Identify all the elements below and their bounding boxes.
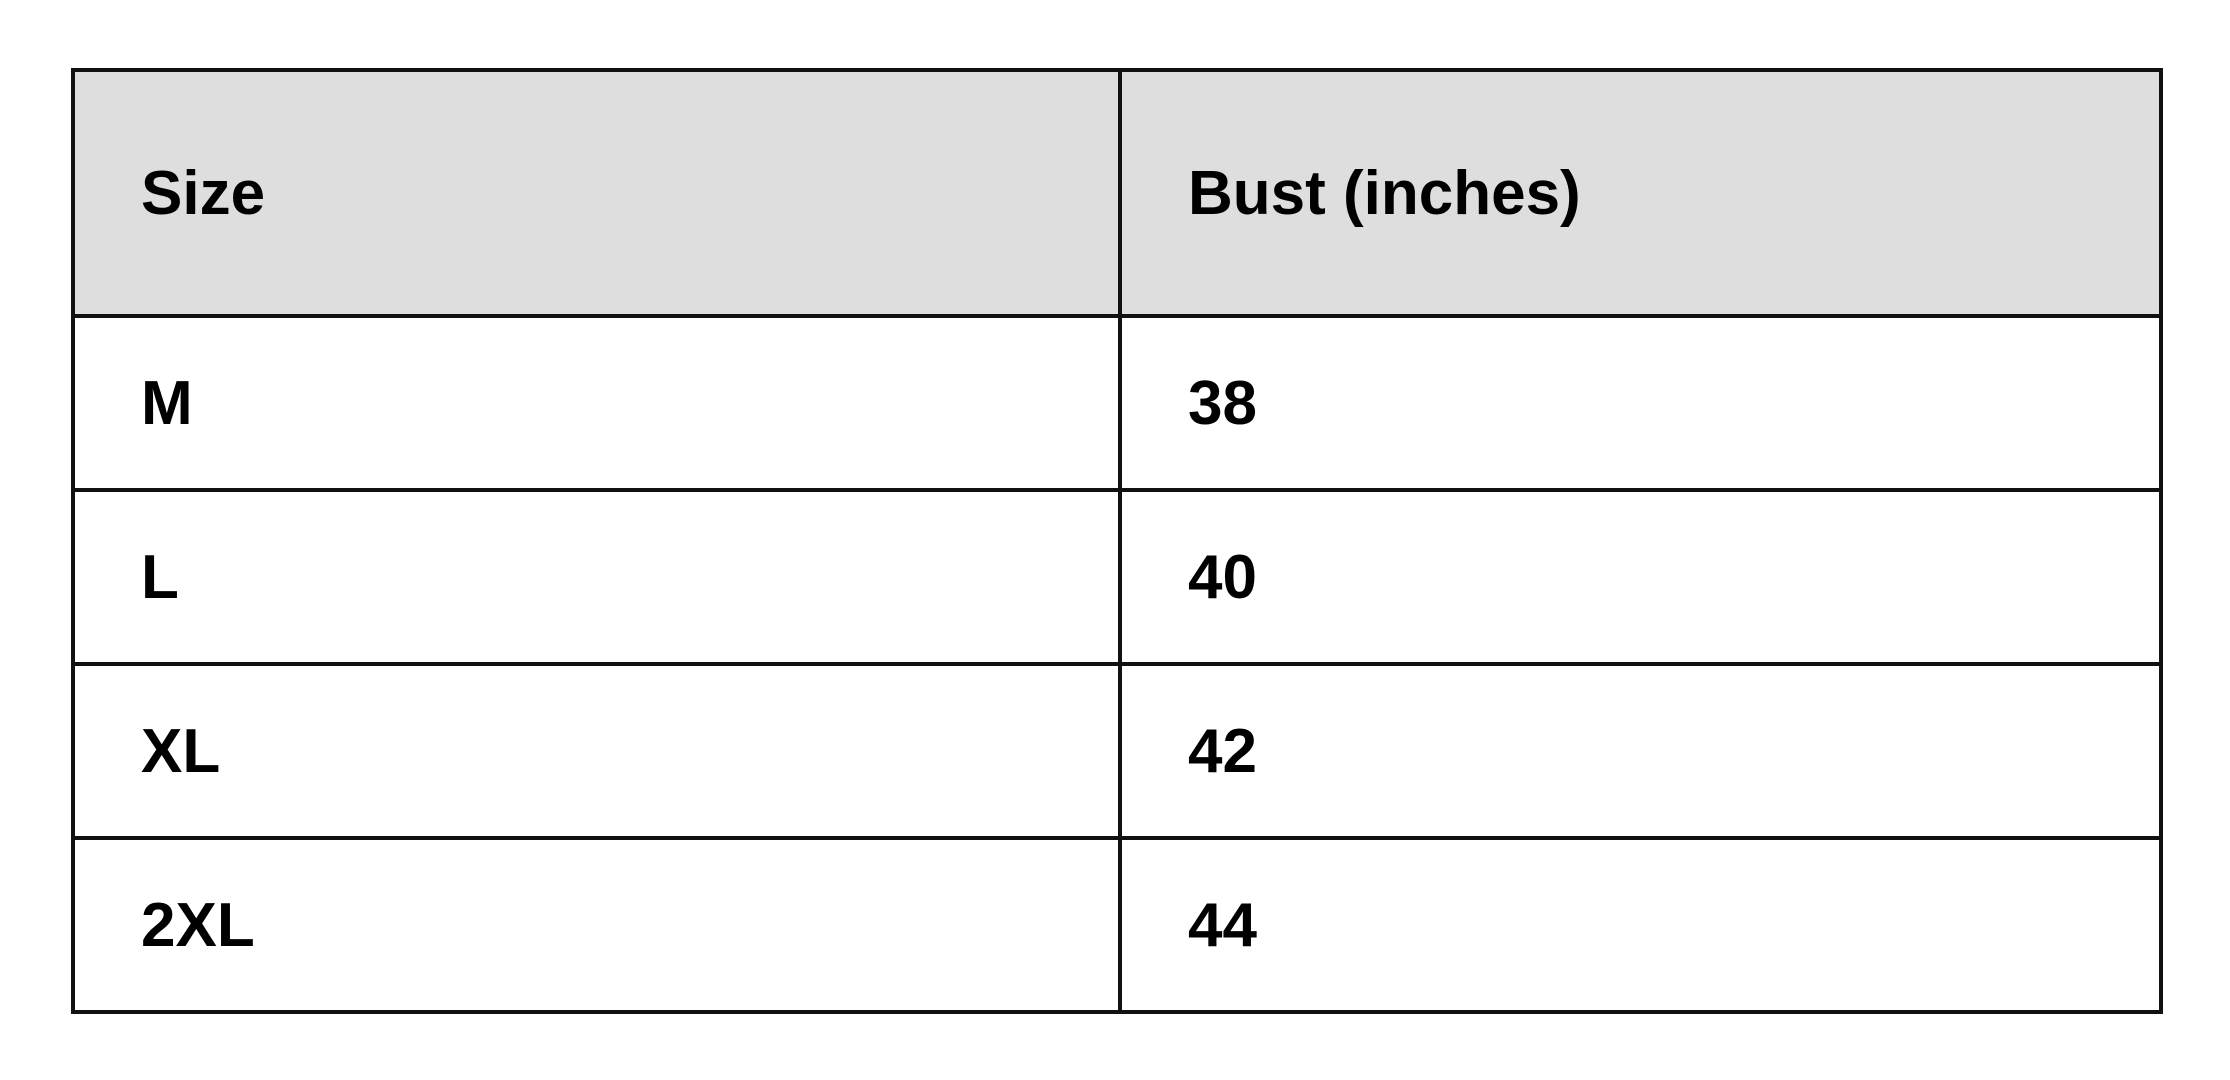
table-row: XL 42	[71, 662, 2163, 840]
table-row: 2XL 44	[71, 836, 2163, 1014]
bust-cell: 44	[1118, 836, 2163, 1014]
size-cell: XL	[71, 662, 1122, 840]
header-bust: Bust (inches)	[1118, 68, 2163, 318]
size-cell: M	[71, 314, 1122, 492]
table-row: M 38	[71, 314, 2163, 492]
bust-cell: 40	[1118, 488, 2163, 666]
bust-cell: 42	[1118, 662, 2163, 840]
bust-cell: 38	[1118, 314, 2163, 492]
size-cell: 2XL	[71, 836, 1122, 1014]
table-row: L 40	[71, 488, 2163, 666]
size-cell: L	[71, 488, 1122, 666]
header-size: Size	[71, 68, 1122, 318]
size-chart-table: Size Bust (inches) M 38 L 40 XL 42 2XL 4…	[71, 68, 2163, 1014]
header-row: Size Bust (inches)	[71, 68, 2163, 318]
